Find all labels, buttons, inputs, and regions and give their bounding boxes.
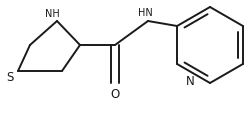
Text: NH: NH (45, 9, 59, 19)
Text: HN: HN (138, 8, 152, 18)
Text: S: S (6, 71, 14, 84)
Text: O: O (110, 88, 120, 101)
Text: N: N (186, 75, 194, 88)
